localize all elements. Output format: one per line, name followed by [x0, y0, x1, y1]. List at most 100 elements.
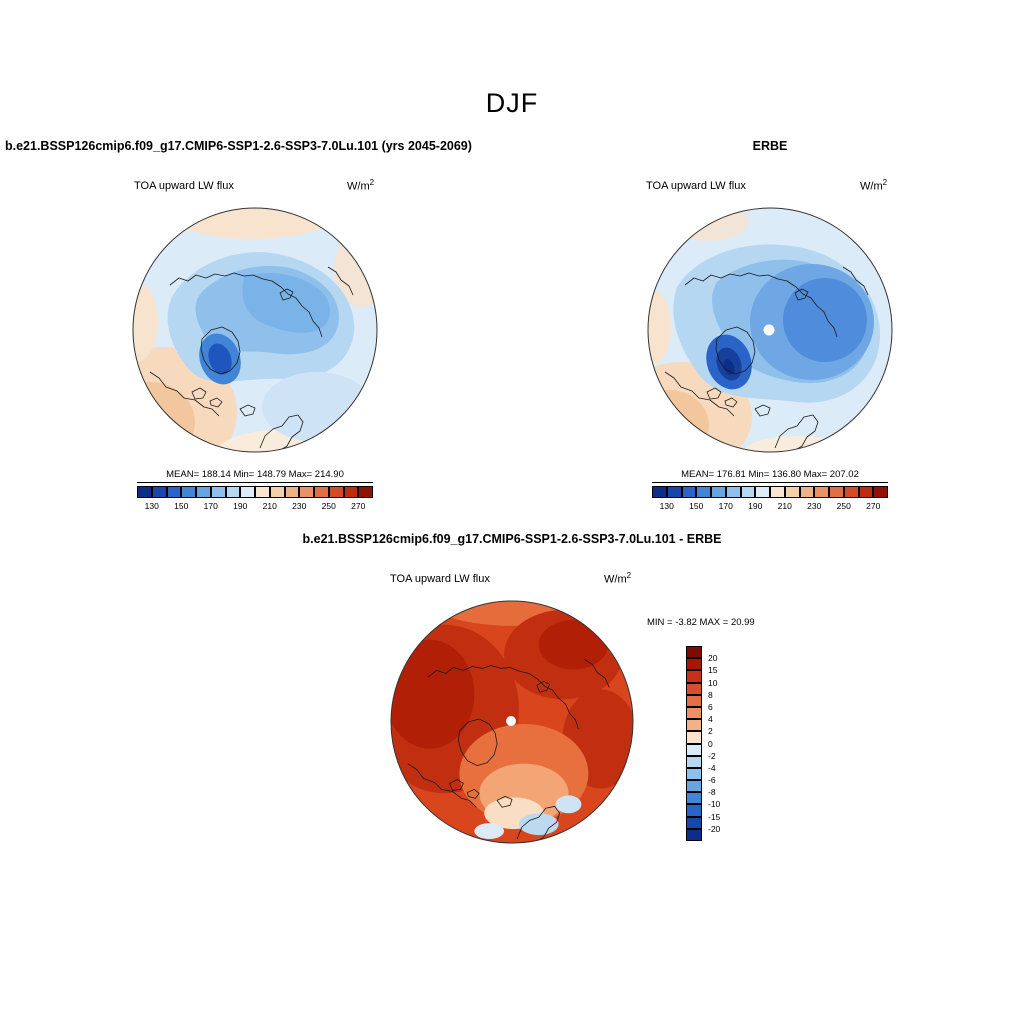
colorbar-segment [225, 486, 241, 498]
colorbar-value-label: 10 [708, 677, 718, 688]
colorbar-tick-label: 190 [748, 501, 763, 511]
colorbar-segment [686, 828, 702, 841]
colorbar-segment [137, 486, 152, 498]
colorbar-segment [686, 731, 702, 744]
colorbar-segment [725, 486, 741, 498]
colorbar-value-label: -10 [708, 799, 721, 810]
obs-field-label: TOA upward LW flux [646, 180, 746, 192]
diff-case-title: b.e21.BSSP126cmip6.f09_g17.CMIP6-SSP1-2.… [302, 532, 722, 546]
colorbar-segment [299, 486, 314, 498]
colorbar-value-label: 0 [708, 738, 713, 749]
colorbar-segment [686, 780, 702, 793]
colorbar-segment [666, 486, 682, 498]
colorbar-value-label: -2 [708, 750, 716, 761]
model-colorbar: 130 150 170 190 210 230 250 270 [137, 486, 373, 511]
diff-colorbar: 20 15 10 8 6 4 2 0 -2 -4 -6 -8 -10 -15 -20 [686, 646, 720, 841]
colorbar-boxes [137, 486, 373, 498]
colorbar-segment [686, 755, 702, 768]
colorbar-segment [686, 694, 702, 707]
diff-units-base: W/m [604, 573, 627, 586]
colorbar-segment [181, 486, 196, 498]
colorbar-ticks: 130 150 170 190 210 230 250 270 [137, 498, 373, 511]
colorbar-tick-label: 270 [351, 501, 366, 511]
colorbar-segment [686, 646, 702, 659]
colorbar-tick-label: 150 [689, 501, 704, 511]
model-field-label: TOA upward LW flux [134, 180, 234, 192]
diff-field-label: TOA upward LW flux [390, 573, 490, 585]
obs-colorbar: 130 150 170 190 210 230 250 270 [652, 486, 888, 511]
colorbar-segment [358, 486, 373, 498]
colorbar-segment [799, 486, 815, 498]
model-units-base: W/m [347, 180, 370, 193]
colorbar-segment [858, 486, 874, 498]
colorbar-value-label: 15 [708, 665, 718, 676]
colorbar-segment [784, 486, 800, 498]
colorbar-tick-label: 210 [262, 501, 277, 511]
colorbar-tick-label: 150 [174, 501, 189, 511]
colorbar-segment [686, 743, 702, 756]
colorbar-segment [196, 486, 211, 498]
colorbar-segment [686, 719, 702, 732]
colorbar-segment [686, 682, 702, 695]
colorbar-segment [284, 486, 300, 498]
colorbar-segment [686, 816, 702, 829]
obs-units-label: W/m2 [860, 178, 887, 193]
colorbar-tick-label: 250 [321, 501, 336, 511]
colorbar-segment [166, 486, 182, 498]
colorbar-tick-label: 130 [659, 501, 674, 511]
colorbar-segment [269, 486, 285, 498]
colorbar-value-label: -8 [708, 787, 716, 798]
colorbar-tick-label: 210 [777, 501, 792, 511]
colorbar-segment [873, 486, 888, 498]
colorbar-segment [652, 486, 667, 498]
colorbar-value-label: -20 [708, 823, 721, 834]
colorbar-labels: 20 15 10 8 6 4 2 0 -2 -4 -6 -8 -10 -15 -20 [708, 646, 742, 841]
colorbar-value-label: -6 [708, 775, 716, 786]
colorbar-tick-label: 230 [807, 501, 822, 511]
colorbar-boxes [652, 486, 888, 498]
colorbar-segment [686, 670, 702, 683]
colorbar-segment [151, 486, 167, 498]
colorbar-segment [686, 804, 702, 817]
diff-polar-map [390, 600, 634, 844]
colorbar-value-label: 20 [708, 653, 718, 664]
colorbar-segment [686, 767, 702, 781]
colorbar-value-label: 8 [708, 689, 713, 700]
colorbar-segment [686, 658, 702, 671]
model-stats-rule [137, 482, 373, 483]
colorbar-segment [740, 486, 756, 498]
colorbar-segment [711, 486, 726, 498]
diff-units-label: W/m2 [604, 571, 631, 586]
diff-stats: MIN = -3.82 MAX = 20.99 [647, 617, 755, 628]
colorbar-tick-label: 170 [203, 501, 218, 511]
colorbar-segment [686, 706, 702, 720]
model-units-label: W/m2 [347, 178, 374, 193]
obs-units-exp: 2 [882, 178, 888, 187]
colorbar-tick-label: 170 [718, 501, 733, 511]
colorbar-tick-label: 250 [836, 501, 851, 511]
colorbar-value-label: -4 [708, 762, 716, 773]
model-units-exp: 2 [369, 178, 375, 187]
colorbar-segment [681, 486, 697, 498]
obs-stats: MEAN= 176.81 Min= 136.80 Max= 207.02 [681, 469, 859, 480]
colorbar-tick-label: 230 [292, 501, 307, 511]
colorbar-value-label: 4 [708, 714, 713, 725]
colorbar-segment [696, 486, 711, 498]
colorbar-value-label: -15 [708, 811, 721, 822]
colorbar-boxes [686, 646, 702, 841]
model-stats: MEAN= 188.14 Min= 148.79 Max= 214.90 [166, 469, 344, 480]
obs-case-title: ERBE [752, 139, 788, 153]
colorbar-segment [755, 486, 770, 498]
colorbar-segment [686, 792, 702, 805]
colorbar-value-label: 2 [708, 726, 713, 737]
colorbar-segment [843, 486, 859, 498]
season-title: DJF [485, 88, 539, 118]
colorbar-segment [240, 486, 255, 498]
colorbar-segment [770, 486, 785, 498]
model-case-title: b.e21.BSSP126cmip6.f09_g17.CMIP6-SSP1-2.… [5, 139, 472, 153]
colorbar-segment [829, 486, 844, 498]
obs-units-base: W/m [860, 180, 883, 193]
obs-stats-rule [652, 482, 888, 483]
colorbar-segment [314, 486, 329, 498]
